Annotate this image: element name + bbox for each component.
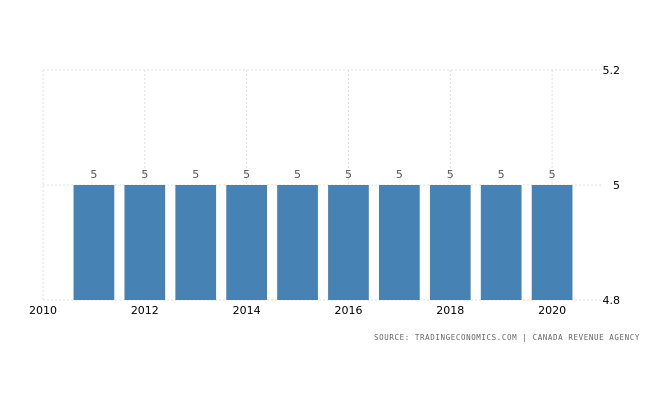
bar-2018 bbox=[429, 185, 471, 300]
data-label-2020: 5 bbox=[549, 168, 556, 181]
bar-2017 bbox=[379, 185, 420, 300]
data-label-2018: 5 bbox=[447, 168, 454, 181]
y-tick-label-2: 4.8 bbox=[603, 294, 621, 307]
data-label-2014: 5 bbox=[243, 168, 250, 181]
x-tick-label-2016: 2016 bbox=[334, 304, 362, 317]
x-tick-label-2014: 2014 bbox=[233, 304, 261, 317]
data-label-2017: 5 bbox=[396, 168, 403, 181]
x-tick-label-2010: 2010 bbox=[29, 304, 57, 317]
bar-2016 bbox=[328, 185, 369, 300]
bar-2019 bbox=[480, 185, 522, 300]
y-axis-ticks: 5.2 5 4.8 bbox=[603, 64, 621, 307]
data-label-2013: 5 bbox=[192, 168, 199, 181]
data-label-2012: 5 bbox=[141, 168, 148, 181]
bar-2014 bbox=[226, 185, 267, 300]
data-label-2015: 5 bbox=[294, 168, 301, 181]
data-label-2016: 5 bbox=[345, 168, 352, 181]
data-label-2011: 5 bbox=[90, 168, 97, 181]
x-tick-label-2020: 2020 bbox=[538, 304, 566, 317]
data-labels: 5 5 5 5 5 5 5 5 5 5 bbox=[90, 168, 555, 181]
bar-2015 bbox=[277, 185, 318, 300]
bar-2011 bbox=[73, 185, 115, 300]
bar-2012 bbox=[124, 185, 166, 300]
y-tick-label-1: 5 bbox=[613, 179, 620, 192]
y-tick-label-0: 5.2 bbox=[603, 64, 621, 77]
x-tick-label-2018: 2018 bbox=[436, 304, 464, 317]
x-axis-ticks: 2010 2012 2014 2016 2018 2020 bbox=[29, 304, 566, 317]
bars bbox=[73, 185, 573, 300]
bar-2013 bbox=[175, 185, 217, 300]
source-note: SOURCE: TRADINGECONOMICS.COM | CANADA RE… bbox=[374, 333, 640, 342]
x-tick-label-2012: 2012 bbox=[131, 304, 159, 317]
data-label-2019: 5 bbox=[498, 168, 505, 181]
bar-2020 bbox=[531, 185, 573, 300]
